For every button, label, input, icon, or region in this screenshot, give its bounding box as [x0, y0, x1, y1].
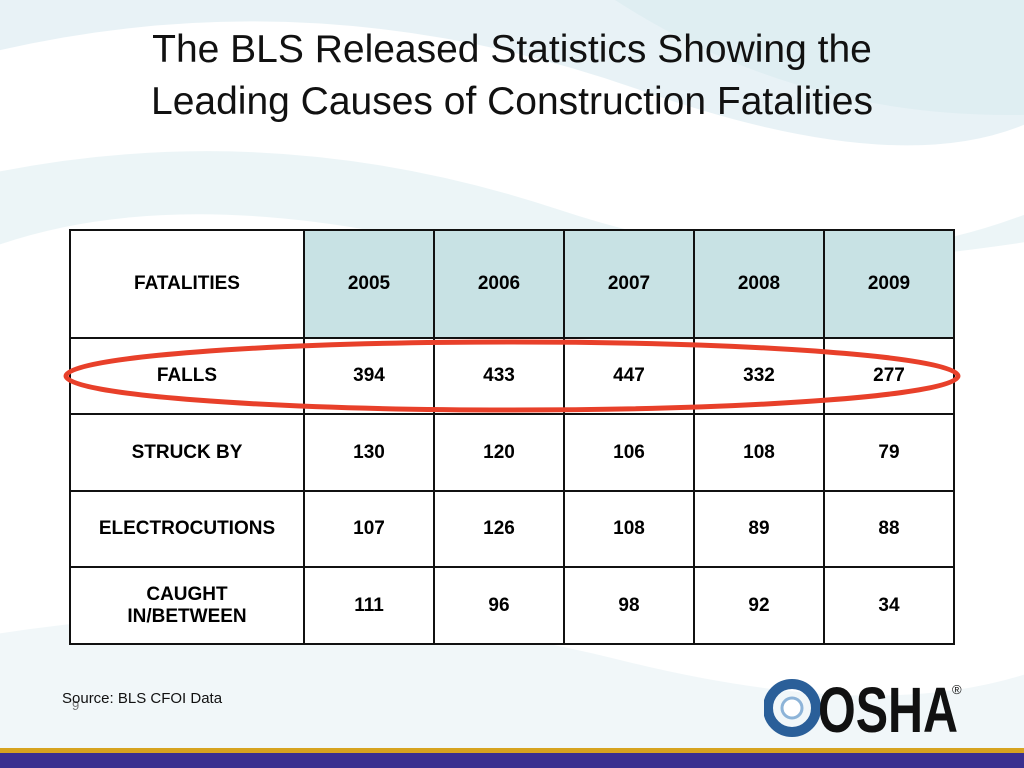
header-cell-year: 2007: [563, 229, 695, 339]
table-row-electrocutions: ELECTROCUTIONS 107 126 108 89 88: [69, 490, 955, 568]
table-cell: 34: [823, 566, 955, 645]
header-cell-fatalities: FATALITIES: [69, 229, 305, 339]
slide-title-line-2: Leading Causes of Construction Fatalitie…: [151, 80, 873, 123]
table-cell: 88: [823, 490, 955, 568]
table-cell: 447: [563, 337, 695, 415]
table-cell: 277: [823, 337, 955, 415]
table-cell: 111: [303, 566, 435, 645]
table-cell: 433: [433, 337, 565, 415]
table-cell: 332: [693, 337, 825, 415]
table-cell: 89: [693, 490, 825, 568]
osha-logo-text: OSHA: [818, 676, 958, 738]
footer-gold-bar: [0, 748, 1024, 753]
table-cell: 126: [433, 490, 565, 568]
table-row-caught-in-between: CAUGHT IN/BETWEEN 111 96 98 92 34: [69, 566, 955, 645]
row-label: FALLS: [69, 337, 305, 415]
header-cell-year: 2009: [823, 229, 955, 339]
row-label: STRUCK BY: [69, 413, 305, 492]
table-cell: 92: [693, 566, 825, 645]
osha-logo: OSHA ®: [764, 676, 962, 738]
table-cell: 79: [823, 413, 955, 492]
table-row-struck-by: STRUCK BY 130 120 106 108 79: [69, 413, 955, 492]
row-label-line-1: CAUGHT: [146, 583, 228, 605]
slide-number: 9: [72, 698, 80, 713]
table-cell: 130: [303, 413, 435, 492]
row-label: ELECTROCUTIONS: [69, 490, 305, 568]
table-header-row: FATALITIES 2005 2006 2007 2008 2009: [69, 229, 955, 339]
table-cell: 96: [433, 566, 565, 645]
header-cell-year: 2008: [693, 229, 825, 339]
table-cell: 394: [303, 337, 435, 415]
fatalities-table: FATALITIES 2005 2006 2007 2008 2009 FALL…: [69, 229, 955, 645]
row-label: CAUGHT IN/BETWEEN: [69, 566, 305, 645]
table-cell: 106: [563, 413, 695, 492]
slide-title-line-1: The BLS Released Statistics Showing the: [152, 28, 872, 71]
slide-title: The BLS Released Statistics Showing the …: [0, 24, 1024, 128]
row-label-line-2: IN/BETWEEN: [127, 605, 247, 627]
table-cell: 107: [303, 490, 435, 568]
source-note: Source: BLS CFOI Data: [62, 690, 223, 707]
table-row-falls: FALLS 394 433 447 332 277: [69, 337, 955, 415]
osha-logo-registered: ®: [952, 682, 962, 697]
table-cell: 120: [433, 413, 565, 492]
table-cell: 98: [563, 566, 695, 645]
footer-blue-bar: [0, 753, 1024, 768]
table-cell: 108: [563, 490, 695, 568]
header-cell-year: 2006: [433, 229, 565, 339]
header-cell-year: 2005: [303, 229, 435, 339]
table-cell: 108: [693, 413, 825, 492]
